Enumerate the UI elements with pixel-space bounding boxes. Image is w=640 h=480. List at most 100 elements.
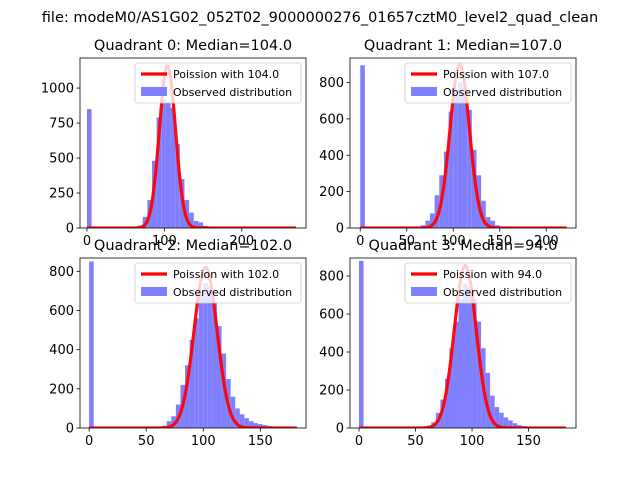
- histogram-bar: [508, 420, 513, 428]
- histogram-bar: [449, 348, 454, 428]
- legend-entry-poisson: Poission with 94.0: [443, 268, 542, 281]
- histogram-bar: [467, 109, 472, 228]
- histogram-bar: [472, 298, 477, 428]
- y-tick-label: 600: [319, 112, 344, 127]
- histogram-bar: [463, 283, 468, 428]
- histogram-bar: [453, 321, 459, 428]
- histogram-bar: [499, 412, 504, 428]
- histogram-bar: [216, 326, 222, 428]
- legend-entry-observed: Observed distribution: [443, 86, 562, 99]
- histogram-bar: [467, 287, 473, 428]
- histogram-bar: [193, 221, 199, 228]
- legend-box: [134, 62, 302, 104]
- y-tick-label: 0: [336, 422, 344, 437]
- histogram-bar: [244, 418, 249, 428]
- histogram-bar: [444, 378, 450, 428]
- legend: Poission with 104.0 Observed distribution: [134, 62, 302, 104]
- histogram-bar: [86, 109, 92, 228]
- histogram-bar: [434, 195, 440, 228]
- histogram-bar: [89, 261, 94, 428]
- x-tick-label: 150: [487, 234, 512, 249]
- histogram-bar: [194, 318, 199, 428]
- histogram-bar: [212, 302, 217, 428]
- histogram-bar: [189, 212, 194, 228]
- histogram-bar: [448, 111, 454, 228]
- axes-frame: [349, 257, 577, 429]
- figure-suptitle: file: modeM0/AS1G02_052T02_9000000276_01…: [42, 10, 598, 26]
- legend-entry-poisson: Poission with 107.0: [443, 68, 549, 81]
- subplot-title: Quadrant 0: Median=104.0: [94, 38, 292, 54]
- legend-bar-swatch: [411, 287, 437, 296]
- histogram-bar: [161, 99, 166, 228]
- histogram-bar: [481, 200, 486, 228]
- y-tick-label: 0: [336, 222, 344, 237]
- histogram-bar: [494, 407, 500, 428]
- y-tick-label: 0: [66, 222, 74, 237]
- histogram-bar: [462, 88, 468, 228]
- legend-box: [404, 262, 572, 304]
- histogram-bar: [230, 396, 236, 428]
- plot-area: [88, 261, 298, 428]
- legend-entry-observed: Observed distribution: [173, 86, 292, 99]
- histogram-bar: [443, 151, 449, 228]
- histogram-bar: [429, 213, 435, 228]
- x-tick-label: 150: [516, 434, 541, 449]
- histogram-bar: [512, 423, 518, 428]
- y-tick-label: 600: [49, 304, 74, 319]
- x-tick-label: 100: [152, 234, 177, 249]
- x-tick-label: 0: [355, 434, 363, 449]
- legend: Poission with 107.0 Observed distribution: [404, 62, 572, 104]
- poisson-curve: [88, 265, 298, 428]
- histogram-bar: [503, 417, 509, 428]
- x-tick-label: 50: [138, 434, 155, 449]
- y-tick-label: 800: [49, 265, 74, 280]
- subplot-title: Quadrant 1: Median=107.0: [364, 38, 562, 54]
- legend-entry-poisson: Poission with 102.0: [173, 268, 279, 281]
- histogram-bar: [490, 395, 495, 428]
- histogram-bar: [425, 220, 430, 228]
- legend: Poission with 102.0 Observed distribution: [134, 262, 302, 304]
- histogram-bar: [360, 65, 365, 228]
- histogram-bar: [248, 421, 254, 428]
- y-tick-label: 800: [319, 270, 344, 285]
- x-tick-label: 100: [460, 434, 485, 449]
- x-tick-label: 200: [229, 234, 254, 249]
- histogram-bar: [185, 365, 190, 428]
- axes-frame: [349, 57, 577, 229]
- histogram-bar: [476, 321, 482, 428]
- histogram-bar: [359, 260, 364, 428]
- subplot-quadrant-3: 0 50 100 150 0 200 400 600 800 Quadrant 3: Median…: [319, 238, 577, 449]
- histogram-bar: [453, 91, 458, 228]
- histogram-bar: [485, 217, 491, 228]
- y-tick-label: 250: [49, 187, 74, 202]
- histogram-bar: [258, 424, 263, 428]
- histogram-bar: [198, 294, 204, 428]
- x-tick-label: 200: [534, 234, 559, 249]
- x-tick-label: 0: [83, 234, 91, 249]
- histogram-bar: [165, 102, 171, 228]
- x-tick-label: 0: [85, 434, 93, 449]
- histogram-bar: [170, 107, 176, 228]
- x-tick-label: 100: [191, 434, 216, 449]
- histogram-bar: [471, 149, 477, 228]
- histogram-bar: [458, 298, 463, 428]
- axes-frame: [79, 57, 307, 229]
- subplot-quadrant-1: 0 50 100 150 200 0 200 400 600 800 Quadrant 1: Med…: [319, 38, 577, 249]
- y-tick-label: 200: [319, 384, 344, 399]
- legend-bar-swatch: [411, 87, 437, 96]
- subplot-quadrant-0: 0 100 200 0 250 500 750 1000 Quadrant 0: Median=…: [41, 38, 307, 249]
- histogram-bar: [235, 408, 240, 428]
- subplot-quadrant-2: 0 50 100 150 0 200 400 600 800 Quadrant 2: Median…: [49, 238, 307, 449]
- plot-area: [85, 64, 298, 228]
- subplot-title: Quadrant 2: Median=102.0: [94, 238, 292, 254]
- y-tick-label: 500: [49, 152, 74, 167]
- y-tick-label: 800: [319, 76, 344, 91]
- legend-entry-observed: Observed distribution: [173, 286, 292, 299]
- legend-bar-swatch: [141, 287, 167, 296]
- histogram-bar: [207, 286, 213, 428]
- y-tick-label: 400: [319, 346, 344, 361]
- legend-entry-observed: Observed distribution: [443, 286, 562, 299]
- y-tick-label: 200: [49, 382, 74, 397]
- histogram-bar: [253, 423, 259, 428]
- histogram-bar: [171, 416, 176, 428]
